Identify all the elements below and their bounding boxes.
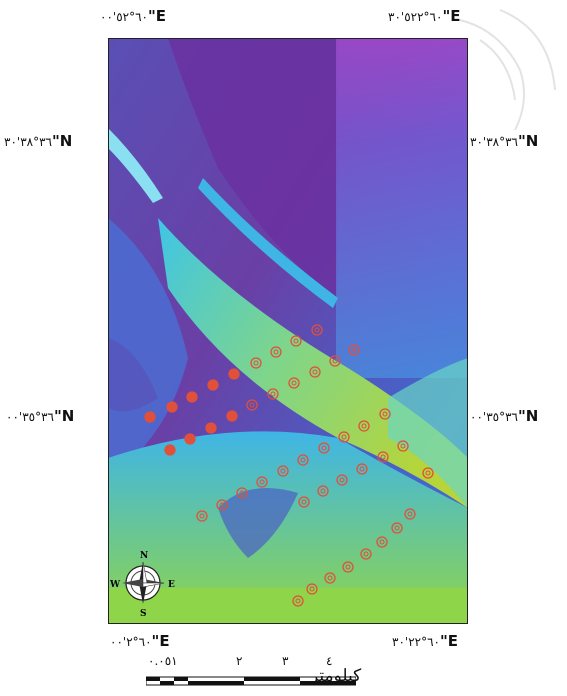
lon-label-top-right: ٦٠°٥٢٢'٣٠"E <box>388 7 461 25</box>
scale-unit-label: کیلومتر <box>310 666 362 686</box>
sample-point <box>338 431 350 443</box>
sample-point <box>228 368 240 380</box>
sample-point <box>356 463 368 475</box>
sample-point <box>309 366 321 378</box>
scale-tick-0: ٠.٠٥١ <box>148 654 178 668</box>
sample-point <box>318 442 330 454</box>
sample-point <box>207 379 219 391</box>
scale-tick-3: ٣ <box>282 654 289 668</box>
sample-point <box>317 485 329 497</box>
sample-point <box>397 440 409 452</box>
sample-point <box>144 411 156 423</box>
sample-point <box>205 422 217 434</box>
sample-point <box>297 454 309 466</box>
lon-label-bottom-right: ٦٠°٢٢'٣٠"E <box>392 632 459 650</box>
east-label: E <box>168 580 175 590</box>
sample-point <box>164 444 176 456</box>
sample-point <box>184 433 196 445</box>
scale-bar <box>146 676 356 686</box>
north-label: N <box>140 551 148 561</box>
lon-label-bottom-left: ٦٠°٢'٠٠"E <box>110 632 170 650</box>
sample-point <box>267 388 279 400</box>
sample-point <box>288 377 300 389</box>
lon-label-top-left: ٦٠°٥٢'٠٠"E <box>100 7 167 25</box>
sample-point <box>348 344 360 356</box>
sample-point <box>270 346 282 358</box>
lat-label-left-upper: ٣٦°٣٨'٣٠"N <box>4 132 73 150</box>
sample-point <box>256 476 268 488</box>
north-arrow: N S E W <box>109 551 175 618</box>
sample-point <box>342 561 354 573</box>
south-label: S <box>140 609 147 618</box>
sample-point <box>236 487 248 499</box>
sample-point <box>226 410 238 422</box>
sample-point <box>377 451 389 463</box>
elevation-map <box>108 38 468 624</box>
sample-point <box>186 391 198 403</box>
lat-label-right-upper: ٣٦°٣٨'٣٠"N <box>470 132 539 150</box>
west-label: W <box>109 580 121 590</box>
sample-point <box>391 522 403 534</box>
sample-point <box>360 548 372 560</box>
sample-point <box>311 324 323 336</box>
sample-point <box>166 401 178 413</box>
sample-point <box>298 496 310 508</box>
sample-point <box>358 420 370 432</box>
sample-point <box>404 508 416 520</box>
sample-point <box>246 399 258 411</box>
sample-point <box>196 510 208 522</box>
sample-point <box>379 408 391 420</box>
sample-point <box>290 335 302 347</box>
sample-point <box>250 357 262 369</box>
sample-point <box>376 536 388 548</box>
sample-point <box>292 595 304 607</box>
sample-point <box>329 355 341 367</box>
lat-label-right-lower: ٣٦°٣٥'٠٠"N <box>470 407 539 425</box>
sample-point <box>216 499 228 511</box>
sample-point <box>277 465 289 477</box>
sample-point <box>324 572 336 584</box>
sample-point <box>306 583 318 595</box>
lat-label-left-lower: ٣٦°٣٥'٠٠"N <box>6 407 75 425</box>
scale-tick-2: ٢ <box>236 654 243 668</box>
scale-tick-4: ٤ <box>326 654 333 668</box>
sample-point <box>336 474 348 486</box>
sample-point <box>422 467 434 479</box>
